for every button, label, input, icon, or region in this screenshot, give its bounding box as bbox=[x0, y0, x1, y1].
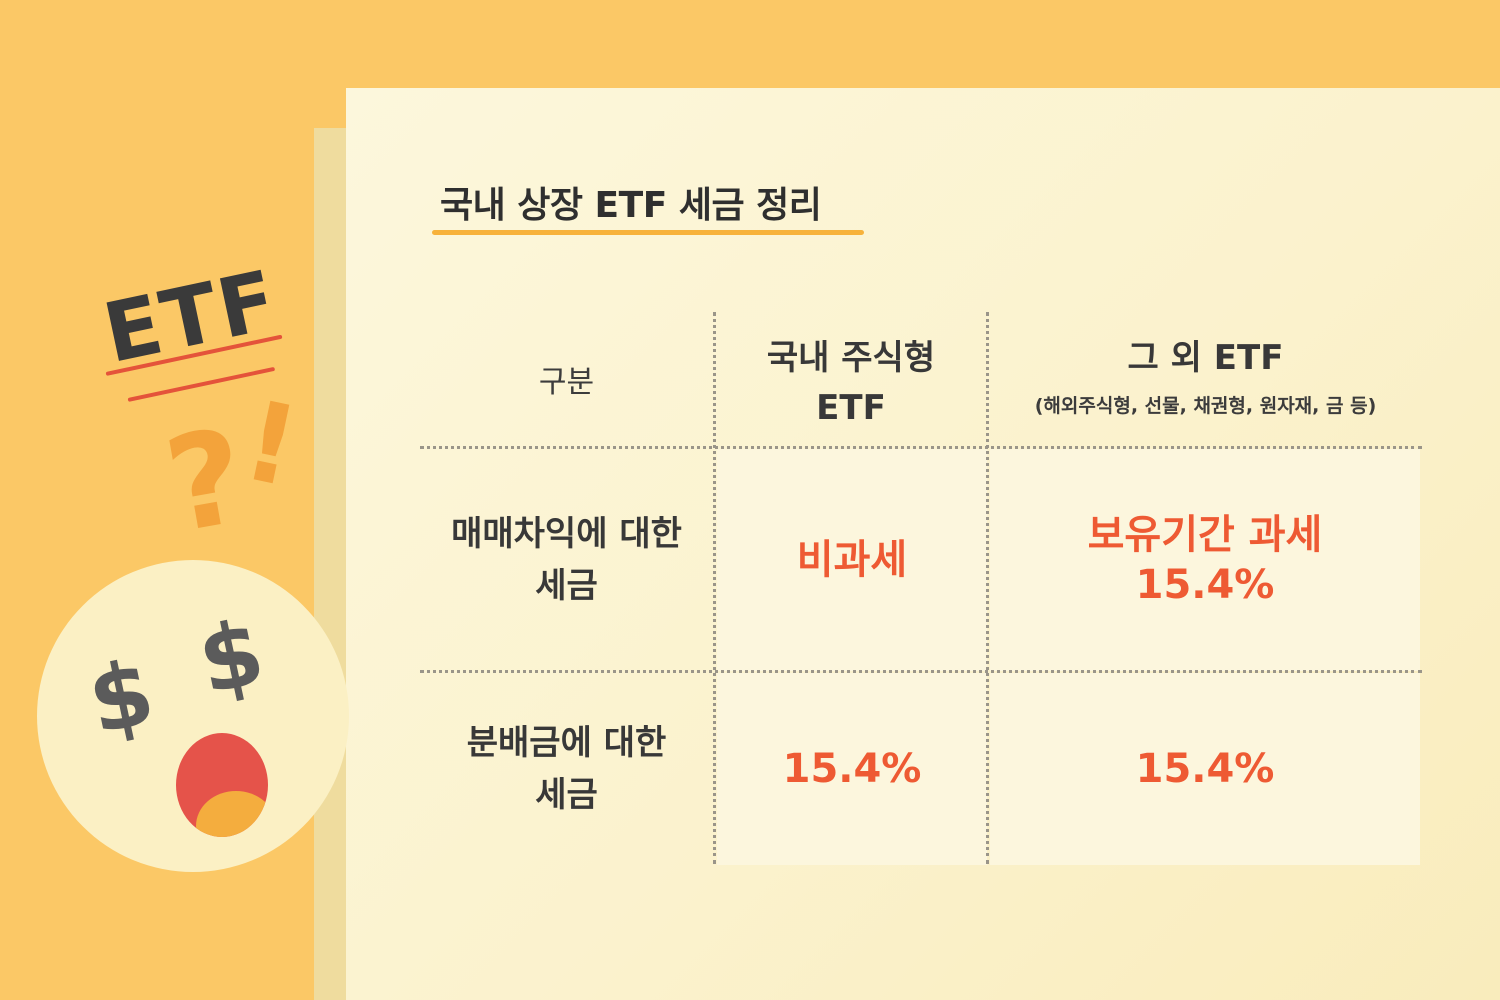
mouth-tongue bbox=[196, 791, 268, 837]
row1-label-line2: 세금 bbox=[535, 566, 598, 606]
exclamation-mark-icon: ! bbox=[233, 376, 309, 512]
row1-other-value-line1: 보유기간 과세 bbox=[1087, 512, 1323, 558]
header-other-cell: 그 외 ETF (해외주식형, 선물, 채권형, 원자재, 금 등) bbox=[989, 320, 1422, 430]
row1-domestic-cell: 비과세 bbox=[717, 449, 987, 671]
row1-label-line1: 매매차익에 대한 bbox=[451, 514, 682, 554]
title-underline bbox=[432, 230, 864, 235]
row1-domestic-value: 비과세 bbox=[796, 537, 908, 583]
open-mouth-icon bbox=[176, 733, 268, 837]
header-category-cell: 구분 bbox=[420, 312, 713, 446]
table-divider-horizontal-1 bbox=[420, 446, 1422, 449]
row1-other-cell: 보유기간 과세 15.4% bbox=[990, 449, 1420, 671]
row2-label-line1: 분배금에 대한 bbox=[466, 723, 667, 763]
cell-bg-r2-domestic bbox=[717, 673, 987, 865]
row2-domestic-value: 15.4% bbox=[782, 746, 922, 792]
row2-other-value: 15.4% bbox=[1135, 746, 1275, 792]
row1-label-cell: 매매차익에 대한 세금 bbox=[420, 449, 713, 671]
cell-bg-r2-other bbox=[990, 673, 1420, 865]
header-domestic-line1: 국내 주식형 bbox=[766, 338, 936, 378]
row2-label-cell: 분배금에 대한 세금 bbox=[420, 673, 713, 865]
page-title: 국내 상장 ETF 세금 정리 bbox=[440, 185, 822, 226]
table-divider-vertical-1 bbox=[713, 312, 716, 864]
cell-bg-r1-other bbox=[990, 449, 1420, 671]
row1-other-value-line2: 15.4% bbox=[1135, 562, 1275, 608]
header-domestic-cell: 국내 주식형 ETF bbox=[716, 320, 986, 446]
row2-other-cell: 15.4% bbox=[990, 673, 1420, 865]
table-divider-vertical-2 bbox=[986, 312, 989, 864]
header-domestic-line2: ETF bbox=[816, 388, 886, 428]
header-other-sub: (해외주식형, 선물, 채권형, 원자재, 금 등) bbox=[1034, 394, 1377, 417]
cell-bg-r1-domestic bbox=[717, 449, 987, 671]
row2-label-line2: 세금 bbox=[535, 775, 598, 815]
table-divider-horizontal-2 bbox=[420, 670, 1422, 673]
etf-stamp-text: ETF bbox=[96, 252, 286, 383]
header-category: 구분 bbox=[538, 365, 595, 400]
row2-domestic-cell: 15.4% bbox=[717, 673, 987, 865]
header-other: 그 외 ETF bbox=[1127, 337, 1284, 378]
